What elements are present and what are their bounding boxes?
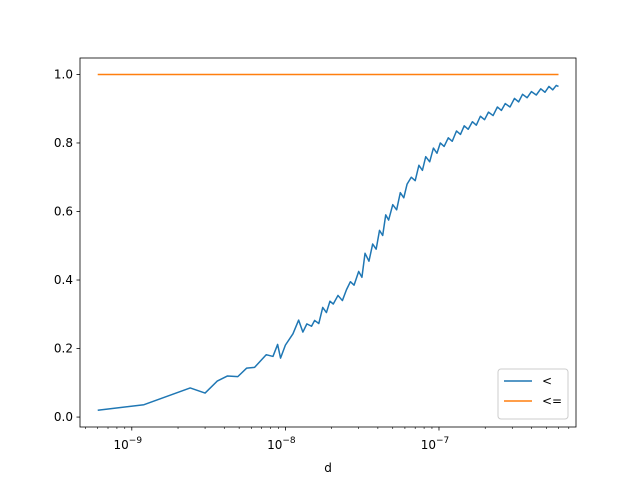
y-tick-label-5: 1.0 [54, 67, 73, 81]
series-layer [97, 73, 559, 411]
y-tick-label-3: 0.6 [54, 204, 73, 218]
plot-frame [79, 57, 577, 428]
y-tick-label-2: 0.4 [54, 273, 73, 287]
x-tick-label-0: 10−9 [114, 436, 143, 452]
x-tick-label-2: 10−7 [421, 436, 450, 452]
legend: < <= [497, 368, 569, 420]
x-axis-label: d [324, 461, 332, 475]
x-tick-label-1: 10−8 [267, 436, 296, 452]
legend-label-1: <= [542, 394, 562, 408]
y-tick-label-1: 0.2 [54, 342, 73, 356]
y-tick-label-0: 0.0 [54, 410, 73, 424]
plot-area [80, 58, 576, 427]
legend-label-0: < [542, 374, 552, 388]
y-tick-label-4: 0.8 [54, 136, 73, 150]
series-line-0 [97, 84, 559, 411]
ticks-layer: 0.0 0.2 0.4 0.6 0.8 1.0 10−9 10−8 10−7 [54, 67, 570, 452]
